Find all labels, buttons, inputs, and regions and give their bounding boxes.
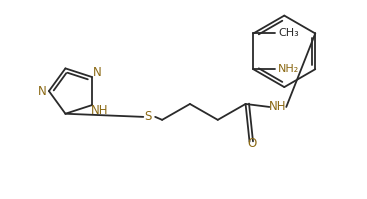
- Text: NH: NH: [91, 104, 109, 117]
- Text: N: N: [38, 85, 46, 98]
- Text: S: S: [145, 110, 152, 123]
- Text: CH₃: CH₃: [278, 28, 299, 38]
- Text: N: N: [93, 66, 102, 79]
- Text: NH₂: NH₂: [278, 64, 299, 74]
- Text: O: O: [247, 137, 256, 150]
- Text: NH: NH: [269, 100, 286, 113]
